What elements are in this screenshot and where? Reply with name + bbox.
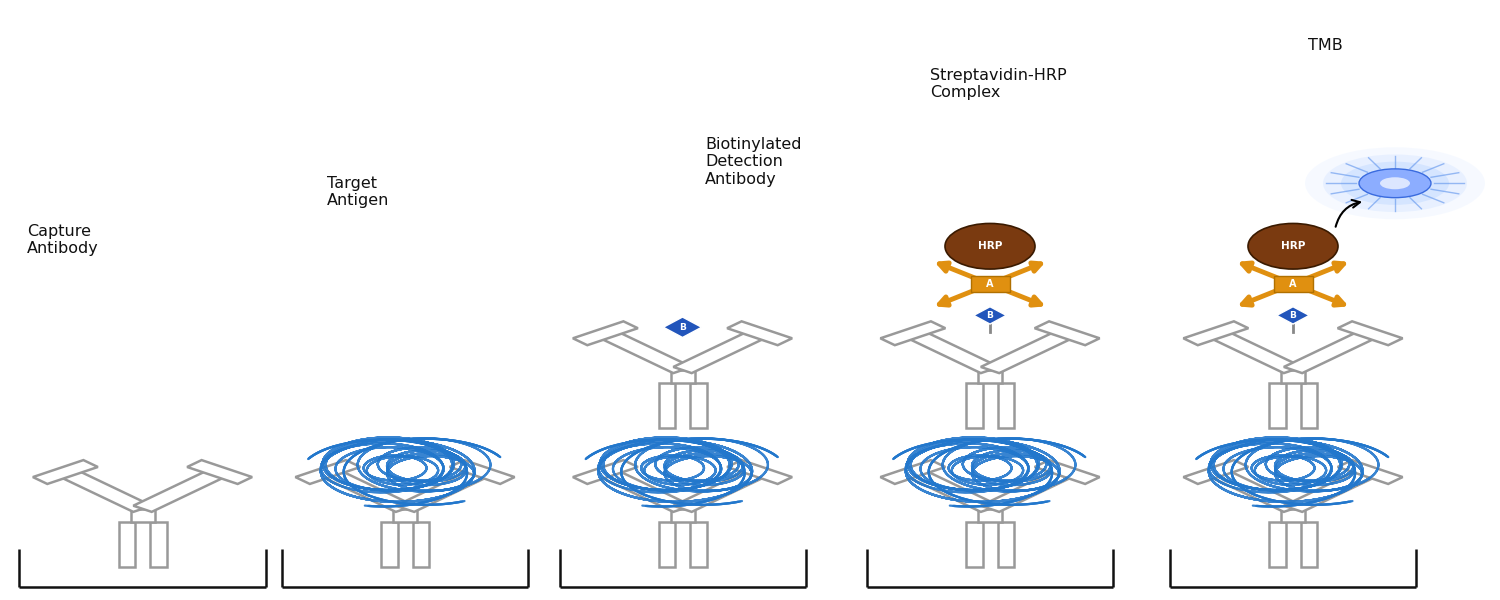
FancyBboxPatch shape [658, 522, 675, 567]
FancyBboxPatch shape [1281, 509, 1305, 522]
Polygon shape [596, 469, 692, 512]
Polygon shape [134, 469, 230, 512]
Text: Capture
Antibody: Capture Antibody [27, 224, 99, 256]
FancyBboxPatch shape [998, 522, 1014, 567]
Polygon shape [674, 330, 770, 373]
FancyBboxPatch shape [998, 383, 1014, 428]
FancyBboxPatch shape [130, 509, 154, 522]
Circle shape [1341, 161, 1449, 205]
Polygon shape [880, 322, 945, 345]
Polygon shape [56, 469, 152, 512]
Text: A: A [1288, 279, 1296, 289]
Polygon shape [573, 322, 638, 345]
Polygon shape [33, 460, 98, 484]
FancyBboxPatch shape [150, 522, 166, 567]
Polygon shape [1035, 322, 1100, 345]
FancyBboxPatch shape [658, 383, 675, 428]
FancyBboxPatch shape [1300, 383, 1317, 428]
FancyBboxPatch shape [1269, 383, 1286, 428]
FancyBboxPatch shape [118, 522, 135, 567]
Polygon shape [318, 469, 414, 512]
Polygon shape [596, 330, 692, 373]
FancyBboxPatch shape [690, 383, 706, 428]
FancyBboxPatch shape [1274, 276, 1312, 292]
Text: HRP: HRP [1281, 241, 1305, 251]
Text: Streptavidin-HRP
Complex: Streptavidin-HRP Complex [930, 68, 1066, 100]
Text: HRP: HRP [978, 241, 1002, 251]
Ellipse shape [1248, 223, 1338, 269]
Polygon shape [188, 460, 252, 484]
Polygon shape [1284, 469, 1380, 512]
Polygon shape [880, 460, 945, 484]
Circle shape [1323, 154, 1467, 212]
FancyBboxPatch shape [1300, 522, 1317, 567]
FancyBboxPatch shape [690, 522, 706, 567]
Polygon shape [1338, 460, 1402, 484]
Polygon shape [1284, 330, 1380, 373]
FancyBboxPatch shape [670, 509, 694, 522]
Text: B: B [987, 311, 993, 320]
Circle shape [1380, 177, 1410, 189]
FancyBboxPatch shape [1281, 370, 1305, 383]
FancyBboxPatch shape [978, 370, 1002, 383]
FancyBboxPatch shape [966, 383, 982, 428]
Polygon shape [1035, 460, 1100, 484]
FancyBboxPatch shape [978, 509, 1002, 522]
Polygon shape [974, 307, 1006, 324]
Polygon shape [450, 460, 514, 484]
FancyBboxPatch shape [670, 370, 694, 383]
Text: A: A [987, 279, 993, 289]
Polygon shape [903, 469, 999, 512]
Polygon shape [981, 469, 1077, 512]
Polygon shape [728, 322, 792, 345]
Polygon shape [728, 460, 792, 484]
Polygon shape [396, 469, 492, 512]
Circle shape [1305, 147, 1485, 219]
FancyBboxPatch shape [393, 509, 417, 522]
Polygon shape [903, 330, 999, 373]
Polygon shape [573, 460, 638, 484]
Polygon shape [981, 330, 1077, 373]
Polygon shape [674, 469, 770, 512]
Polygon shape [1276, 307, 1310, 324]
Polygon shape [1206, 330, 1302, 373]
FancyBboxPatch shape [970, 276, 1010, 292]
Polygon shape [1338, 322, 1402, 345]
Polygon shape [296, 460, 360, 484]
Polygon shape [663, 317, 702, 337]
FancyBboxPatch shape [1269, 522, 1286, 567]
Text: Biotinylated
Detection
Antibody: Biotinylated Detection Antibody [705, 137, 801, 187]
Circle shape [1359, 169, 1431, 197]
Text: B: B [1290, 311, 1296, 320]
Text: Target
Antigen: Target Antigen [327, 176, 390, 208]
Polygon shape [1184, 460, 1248, 484]
Ellipse shape [945, 223, 1035, 269]
FancyBboxPatch shape [381, 522, 398, 567]
Text: TMB: TMB [1308, 37, 1342, 52]
FancyBboxPatch shape [966, 522, 982, 567]
FancyBboxPatch shape [413, 522, 429, 567]
Text: B: B [680, 323, 686, 332]
Polygon shape [1206, 469, 1302, 512]
Polygon shape [1184, 322, 1248, 345]
